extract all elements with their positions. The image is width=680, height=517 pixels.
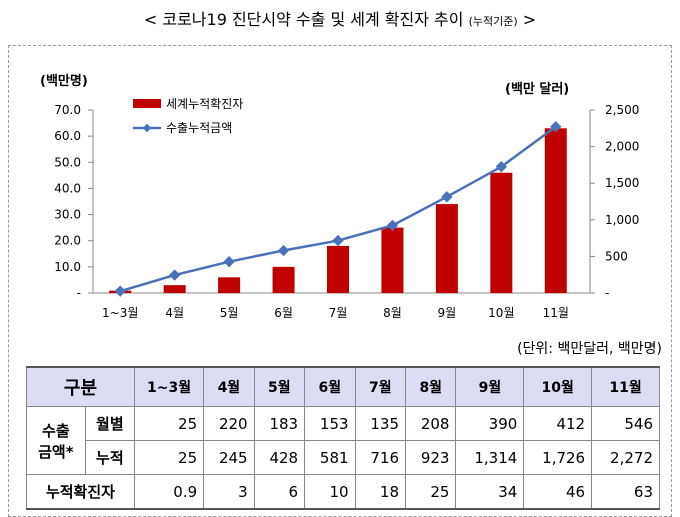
line-point: [332, 234, 344, 247]
header-month: 7월: [354, 366, 407, 407]
legend-bar-label: 세계누적확진자: [166, 97, 243, 111]
x-tick-label: 11월: [543, 306, 569, 320]
right-tick-label: 2,000: [605, 140, 639, 154]
table-cell: 208: [405, 406, 457, 441]
row-group-label: 수출 금액*: [26, 406, 86, 475]
line-point: [495, 160, 507, 173]
table-cell: 135: [354, 406, 407, 441]
bar: [435, 204, 458, 293]
table-cell: 1,314: [455, 440, 525, 475]
table-cell: 716: [354, 440, 407, 475]
right-tick-label: 500: [605, 249, 628, 263]
table-cell: 581: [304, 440, 356, 475]
table-cell: 220: [203, 406, 255, 441]
right-tick-label: 2,500: [605, 103, 639, 117]
header-month: 10월: [523, 366, 593, 407]
legend-line-marker: [142, 123, 152, 133]
left-tick-label: 70.0: [54, 103, 81, 117]
bar: [272, 266, 295, 293]
right-tick-label: 1,000: [605, 213, 639, 227]
data-table: 구분 1~3월 4월 5월 6월 7월 8월 9월 10월 11월 수출 금액* 월별 25 220 183…: [26, 366, 660, 510]
unit-note: (단위: 백만달러, 백만명): [517, 341, 662, 357]
left-tick-label: 60.0: [54, 129, 81, 143]
combo-chart: - 10.0 20.0 30.0 40.0 50.0 60.0 70.0 - 500 1,000 1,…: [40, 73, 639, 320]
bar: [544, 128, 567, 293]
line-point: [169, 269, 181, 281]
table-cell: 2,272: [591, 440, 660, 475]
x-tick-label: 4월: [165, 306, 184, 320]
legend-line-label: 수출누적금액: [166, 121, 232, 135]
header-month: 6월: [304, 366, 356, 407]
left-axis-title: (백만명): [40, 73, 88, 89]
x-tick-label: 5월: [220, 306, 239, 320]
row-label: 누적: [84, 440, 135, 475]
line-point: [223, 256, 235, 268]
table-cell: 183: [253, 406, 306, 441]
bar: [490, 172, 513, 293]
left-tick-label: 30.0: [54, 208, 81, 222]
table-cell: 390: [455, 406, 525, 441]
right-tick-label: 1,500: [605, 176, 639, 190]
header-category: 구분: [26, 366, 135, 407]
header-month: 9월: [455, 366, 525, 407]
table-cell: 546: [591, 406, 660, 441]
x-tick-label: 10월: [488, 306, 514, 320]
line-point: [114, 285, 126, 297]
header-month: 5월: [253, 366, 306, 407]
right-tick-label: -: [605, 286, 609, 300]
table-cell: 153: [304, 406, 356, 441]
x-tick-label: 1~3월: [102, 306, 138, 320]
table-cell: 25: [133, 440, 205, 475]
bar: [163, 285, 186, 293]
line-point: [277, 244, 290, 257]
table-cell: 923: [405, 440, 457, 475]
table-cell: 245: [203, 440, 255, 475]
header-month: 8월: [405, 366, 457, 407]
header-month: 1~3월: [133, 366, 205, 407]
table-cell: 428: [253, 440, 306, 475]
bar: [327, 245, 349, 293]
right-axis-title: (백만 달러): [505, 81, 569, 97]
x-tick-label: 8월: [383, 306, 402, 320]
table-cell: 25: [133, 406, 205, 441]
x-tick-label: 6월: [274, 306, 293, 320]
left-tick-label: 10.0: [54, 260, 81, 274]
left-tick-label: -: [77, 286, 81, 300]
x-tick-label: 7월: [329, 306, 348, 320]
legend-bar-swatch: [133, 99, 161, 108]
x-tick-label: 9월: [438, 306, 457, 320]
page-title: < 코로나19 진단시약 수출 및 세계 확진자 추이 (누적기준) >: [143, 10, 537, 29]
header-month: 4월: [203, 366, 255, 407]
left-tick-label: 40.0: [54, 181, 81, 195]
left-tick-label: 20.0: [54, 234, 81, 248]
table-cell: 1,726: [523, 440, 593, 475]
bar: [381, 227, 404, 293]
line-point: [441, 191, 453, 203]
row-label: 월별: [84, 406, 135, 441]
line-point: [386, 219, 399, 232]
bar: [218, 277, 241, 293]
header-month: 11월: [591, 366, 660, 407]
table-cell: 412: [523, 406, 593, 441]
left-tick-label: 50.0: [54, 155, 81, 169]
